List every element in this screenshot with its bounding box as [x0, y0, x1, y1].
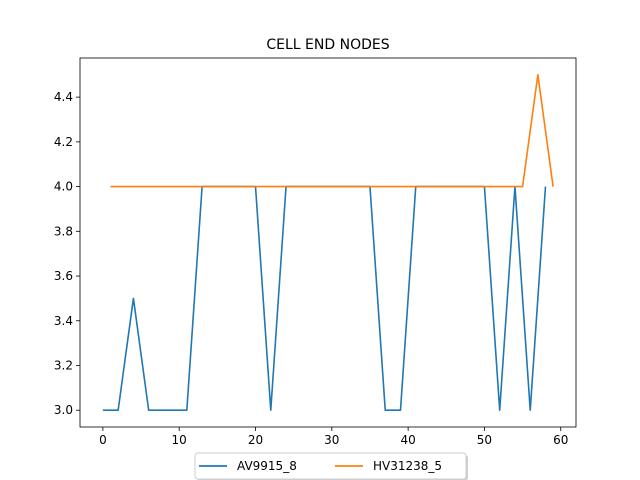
x-tick-label: 50: [477, 433, 492, 447]
y-tick-label: 4.0: [54, 180, 73, 194]
y-tick-label: 3.6: [54, 269, 73, 283]
y-tick-label: 3.8: [54, 224, 73, 238]
plot-frame: [79, 57, 577, 428]
y-tick-label: 4.2: [54, 135, 73, 149]
x-tick-label: 10: [172, 433, 187, 447]
legend: AV9915_8 HV31238_5: [194, 452, 468, 480]
series-layer: [102, 73, 554, 412]
y-tick-label: 3.0: [54, 403, 73, 417]
x-tick-label: 20: [248, 433, 263, 447]
chart-title: CELL END NODES: [266, 37, 389, 53]
y-tick-label: 3.2: [54, 359, 73, 373]
y-tick-label: 3.4: [54, 314, 73, 328]
y-axis: 3.0 3.2 3.4 3.6 3.8 4.0 4.2 4.4: [54, 90, 80, 417]
x-tick-label: 0: [99, 433, 107, 447]
legend-label-2: HV31238_5: [373, 459, 442, 473]
legend-label-1: AV9915_8: [237, 459, 297, 473]
x-tick-label: 40: [400, 433, 415, 447]
y-tick-label: 4.4: [54, 90, 73, 104]
x-tick-label: 60: [553, 433, 568, 447]
series-line-2: [110, 73, 554, 188]
x-tick-label: 30: [324, 433, 339, 447]
legend-box: [194, 452, 467, 480]
x-axis: 0 10 20 30 40 50 60: [99, 427, 568, 447]
